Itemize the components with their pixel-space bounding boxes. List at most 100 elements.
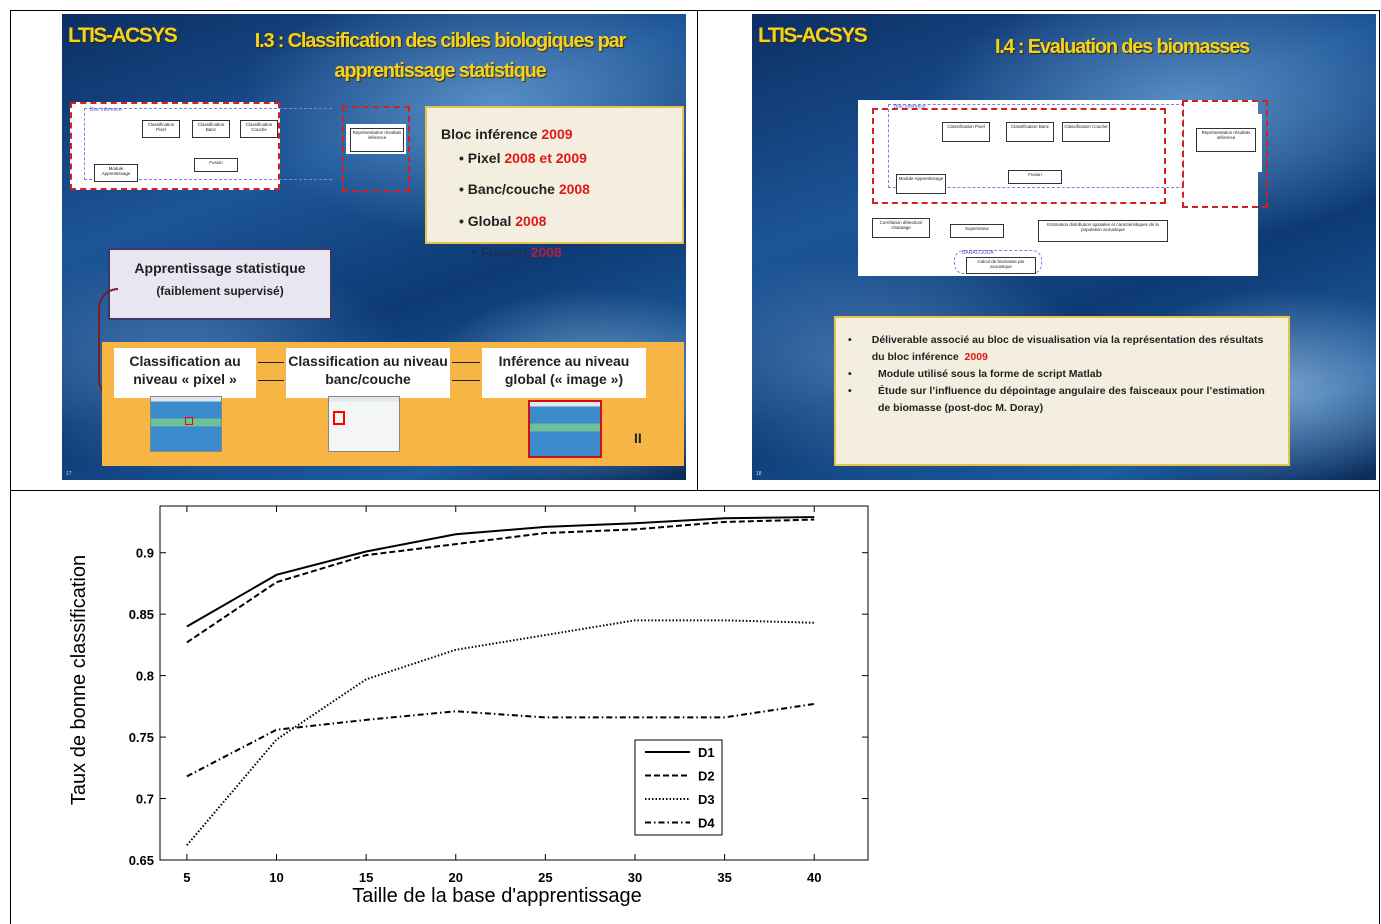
x-tick-label: 20 bbox=[449, 870, 463, 885]
y-tick-label: 0.85 bbox=[129, 607, 154, 622]
item: • Global 2008 bbox=[459, 213, 682, 229]
bullet-text: Déliverable associé au bloc de visualisa… bbox=[872, 334, 1264, 363]
diagram: Bloc inférence Classification Pixel Clas… bbox=[70, 102, 280, 190]
item: • Fusion 2008 bbox=[472, 244, 562, 260]
legend-label: D1 bbox=[698, 745, 715, 760]
item-label: Fusion bbox=[481, 244, 527, 260]
year: 2008 bbox=[531, 244, 562, 260]
table-border bbox=[1379, 10, 1380, 924]
learning-title: Apprentissage statistique bbox=[110, 260, 330, 276]
diagram-label: BARACOUDA bbox=[962, 250, 994, 256]
arrow bbox=[452, 362, 480, 363]
x-axis-label: Taille de la base d'apprentissage bbox=[352, 885, 642, 907]
y-tick-label: 0.9 bbox=[136, 546, 154, 561]
item-label: Pixel bbox=[468, 150, 501, 166]
item-label: Global bbox=[468, 213, 512, 229]
diagram-node: Représentation résultats inférence bbox=[350, 128, 404, 152]
bullet: •Étude sur l’influence du dépointage ang… bbox=[848, 383, 1276, 417]
arrow bbox=[258, 362, 284, 363]
learning-subtitle: (faiblement supervisé) bbox=[110, 284, 330, 298]
y-tick-label: 0.75 bbox=[129, 730, 154, 745]
page-number: 17 bbox=[66, 471, 72, 477]
legend-label: D2 bbox=[698, 769, 715, 784]
thumbnail bbox=[328, 396, 400, 452]
y-tick-label: 0.7 bbox=[136, 792, 154, 807]
bullet: •Déliverable associé au bloc de visualis… bbox=[848, 332, 1276, 366]
item: • Pixel 2008 et 2009 bbox=[459, 150, 682, 166]
x-tick-label: 40 bbox=[807, 870, 821, 885]
x-tick-label: 30 bbox=[628, 870, 642, 885]
diagram-node: Corrélation détection/ chalutage bbox=[872, 218, 930, 238]
legend-label: D4 bbox=[698, 816, 715, 831]
steps-panel: Classification au niveau « pixel » Class… bbox=[102, 342, 684, 466]
diagram-node: Module Apprentissage bbox=[896, 174, 946, 194]
arrow bbox=[452, 380, 480, 381]
diagram-node: Classification Pixel bbox=[942, 122, 990, 142]
diagram-node: Classification Banc bbox=[1006, 122, 1054, 142]
bullet: •Module utilisé sous la forme de script … bbox=[848, 366, 1276, 383]
year: 2008 et 2009 bbox=[504, 150, 587, 166]
step-box: Classification au niveau banc/couche bbox=[286, 348, 450, 398]
data-line bbox=[187, 520, 814, 643]
x-tick-label: 25 bbox=[538, 870, 552, 885]
diagram-node: Classification Couche bbox=[240, 120, 278, 138]
arrow bbox=[258, 380, 284, 381]
diagram: Représentation résultats inférence bbox=[346, 124, 406, 154]
x-tick-label: 5 bbox=[183, 870, 190, 885]
diagram-node: Module Apprentissage bbox=[94, 164, 138, 182]
inference-heading: Bloc inférence 2009 bbox=[441, 126, 682, 142]
diagram-node: Représentation résultats inférence bbox=[1196, 128, 1256, 152]
diagram-node: Classification Banc bbox=[192, 120, 230, 138]
learning-box: Apprentissage statistique (faiblement su… bbox=[108, 248, 332, 320]
slide-brand: LTIS-ACSYS bbox=[68, 24, 176, 48]
year: 2008 bbox=[559, 181, 590, 197]
plot-frame bbox=[160, 506, 868, 860]
diagram-label: Bloc inférence bbox=[90, 107, 122, 113]
bullet-text: Module utilisé sous la forme de script M… bbox=[878, 366, 1102, 383]
x-tick-label: 15 bbox=[359, 870, 373, 885]
step-box: Inférence au niveau global (« image ») bbox=[482, 348, 646, 398]
table-border bbox=[697, 10, 698, 491]
slide-brand: LTIS-ACSYS bbox=[758, 24, 866, 48]
item-label: Banc/couche bbox=[468, 181, 555, 197]
data-line bbox=[187, 517, 814, 626]
bullet-text: Étude sur l’influence du dépointage angu… bbox=[878, 383, 1276, 417]
thumbnail bbox=[150, 396, 222, 452]
year: 2009 bbox=[541, 126, 572, 142]
diagram-node: Classification Couche bbox=[1062, 122, 1110, 142]
diagram-node: Calcul de biomasse par acoustique bbox=[966, 257, 1036, 274]
x-tick-label: 10 bbox=[269, 870, 283, 885]
y-tick-label: 0.8 bbox=[136, 669, 154, 684]
table-border bbox=[10, 10, 1380, 11]
diagram-node: Fusion bbox=[194, 158, 238, 172]
diagram-node: Superviseur bbox=[950, 224, 1004, 238]
page-number: 18 bbox=[756, 471, 762, 477]
diagram-label: Bloc inférence bbox=[894, 104, 926, 110]
page: LTIS-ACSYS I.3 : Classification des cibl… bbox=[0, 0, 1381, 924]
bullet-panel: •Déliverable associé au bloc de visualis… bbox=[834, 316, 1290, 466]
chart: Taille de la base d'apprentissage Taux d… bbox=[11, 491, 1371, 923]
heading: Bloc inférence bbox=[441, 126, 537, 142]
year: 2008 bbox=[515, 213, 546, 229]
diagram: Représentation résultats inférence bbox=[1186, 114, 1262, 172]
slide-title: I.3 : Classification des cibles biologiq… bbox=[210, 26, 670, 86]
y-tick-label: 0.65 bbox=[129, 853, 154, 868]
slide: LTIS-ACSYS I.3 : Classification des cibl… bbox=[62, 14, 686, 480]
highlight bbox=[185, 417, 193, 425]
inference-box: Bloc inférence 2009 • Pixel 2008 et 2009… bbox=[425, 106, 684, 244]
slide: LTIS-ACSYS I.4 : Evaluation des biomasse… bbox=[752, 14, 1376, 480]
diagram-node: Fusion bbox=[1008, 170, 1062, 184]
thumbnail bbox=[528, 400, 602, 458]
x-tick-label: 35 bbox=[717, 870, 731, 885]
legend: D1 D2 D3 D4 bbox=[635, 740, 722, 835]
legend-label: D3 bbox=[698, 792, 715, 807]
diagram-node: Estimation distribution spatiales et car… bbox=[1038, 220, 1168, 242]
diagram-node: Classification Pixel bbox=[142, 120, 180, 138]
year: 2009 bbox=[965, 351, 988, 363]
highlight bbox=[333, 411, 345, 425]
step-box: Classification au niveau « pixel » bbox=[114, 348, 256, 398]
item: • Banc/couche 2008 bbox=[459, 181, 682, 197]
y-axis-label: Taux de bonne classification bbox=[68, 555, 90, 805]
marker: II bbox=[634, 430, 642, 446]
slide-title: I.4 : Evaluation des biomasses bbox=[932, 32, 1312, 62]
